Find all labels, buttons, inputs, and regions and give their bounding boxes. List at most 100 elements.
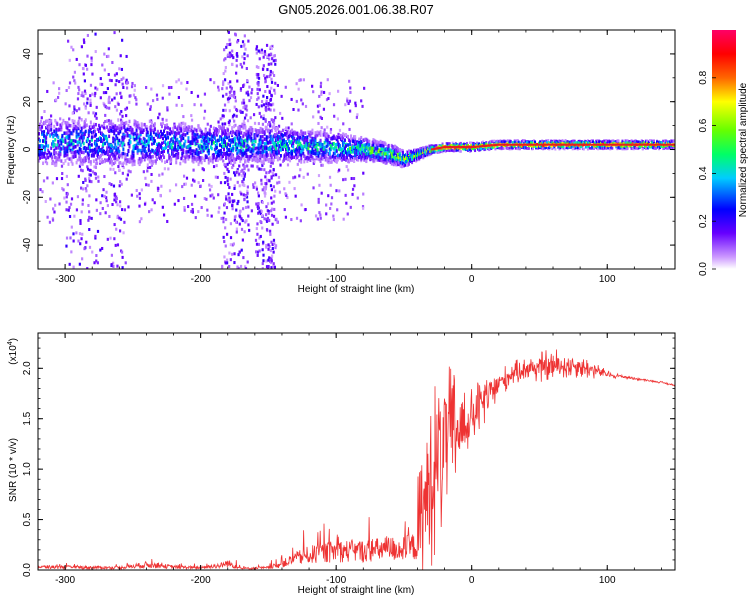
- spectrogram-speckle: [109, 236, 112, 240]
- spectrogram-cell: [64, 140, 67, 144]
- spectrogram-cell: [518, 147, 521, 150]
- spectrogram-cell: [92, 122, 95, 127]
- spectrogram-cell: [80, 158, 83, 162]
- spectrogram-cell: [69, 131, 72, 136]
- spectrogram-cell: [326, 133, 329, 138]
- spectrogram-cell: [344, 155, 347, 160]
- spectrogram-cell: [83, 159, 86, 164]
- spectrogram-cell: [381, 155, 384, 160]
- spectrogram-cell: [368, 139, 371, 144]
- spectrogram-cell: [331, 142, 334, 146]
- spectrogram-cell: [605, 147, 608, 150]
- spectrogram-cell: [379, 152, 382, 156]
- spectrogram-cell: [384, 147, 387, 152]
- spectrogram-cell: [66, 153, 69, 157]
- spectrogram-speckle: [274, 246, 277, 250]
- spectrogram-speckle: [279, 111, 282, 115]
- spectrogram-cell: [384, 142, 387, 146]
- spectrogram-speckle: [260, 104, 263, 108]
- spectrogram-speckle: [113, 223, 116, 227]
- spectrogram-cell: [183, 127, 186, 132]
- spectrogram-cell: [576, 141, 579, 144]
- spectrogram-cell: [254, 158, 257, 163]
- spectrogram-speckle: [108, 214, 111, 218]
- spectrogram-cell: [300, 144, 303, 148]
- spectrogram-speckle: [113, 31, 116, 35]
- spectrogram-cell: [360, 157, 363, 161]
- spectrogram-speckle: [223, 240, 226, 244]
- spectrogram-cell: [372, 143, 375, 147]
- spectrogram-cell: [556, 140, 559, 143]
- spectrogram-cell: [554, 147, 557, 151]
- spectrogram-speckle: [299, 78, 302, 82]
- spectrogram-cell: [240, 149, 243, 154]
- spectrogram-cell: [106, 139, 109, 144]
- spectrogram-cell: [69, 148, 72, 153]
- spectrogram-cell: [376, 143, 379, 147]
- spectrogram-cell: [328, 149, 331, 154]
- spectrogram-speckle: [95, 116, 98, 120]
- spectrogram-cell: [262, 149, 265, 153]
- spectrogram-speckle: [120, 182, 123, 186]
- spectrogram-cell: [47, 155, 50, 160]
- spectrogram-cell: [572, 141, 575, 144]
- spectrogram-cell: [113, 146, 116, 150]
- spectrogram-speckle: [231, 207, 234, 211]
- spectrogram-cell: [111, 144, 114, 149]
- spectrogram-cell: [572, 145, 575, 148]
- spectrogram-cell: [292, 132, 295, 136]
- spectrogram-cell: [392, 162, 395, 167]
- spectrogram-speckle: [93, 261, 96, 265]
- spectrogram-cell: [86, 151, 89, 155]
- spectrogram-cell: [176, 148, 179, 152]
- spectrogram-cell: [139, 138, 142, 142]
- spectrogram-cell: [44, 121, 47, 125]
- spectrogram-cell: [310, 150, 313, 155]
- spectrogram-cell: [144, 125, 147, 129]
- spectrogram-cell: [297, 140, 300, 145]
- spectrogram-speckle: [243, 167, 246, 171]
- spectrogram-cell: [473, 142, 476, 145]
- spectrogram-cell: [242, 148, 245, 153]
- spectrogram-speckle: [271, 102, 275, 106]
- spectrogram-cell: [39, 125, 42, 129]
- spectrogram-cell: [134, 131, 137, 136]
- spectrogram-speckle: [181, 185, 184, 189]
- spectrogram-cell: [279, 133, 282, 137]
- spectrogram-speckle: [91, 170, 95, 174]
- spectrogram-cell: [199, 150, 202, 154]
- spectrogram-cell: [510, 146, 513, 149]
- spectrogram-cell: [200, 160, 203, 165]
- spectrogram-cell: [83, 121, 86, 125]
- spectrogram-cell: [253, 133, 256, 137]
- spectrogram-cell: [191, 131, 194, 136]
- spectrogram-cell: [462, 147, 465, 151]
- spectrogram-cell: [312, 137, 315, 141]
- spectrogram-speckle: [362, 171, 365, 175]
- spectrogram-cell: [210, 134, 213, 139]
- spectrogram-cell: [353, 150, 356, 154]
- spectrogram-speckle: [89, 103, 92, 107]
- spectrogram-cell: [155, 149, 158, 153]
- spectrogram-speckle: [82, 38, 86, 42]
- spectrogram-speckle: [121, 171, 124, 175]
- spectrogram-speckle: [273, 242, 276, 246]
- spectrogram-cell: [243, 140, 246, 144]
- spectrogram-cell: [266, 140, 269, 145]
- spectrogram-cell: [131, 156, 134, 160]
- spectrogram-cell: [216, 138, 219, 143]
- spectrogram-cell: [144, 150, 147, 154]
- spectrogram-cell: [379, 139, 382, 144]
- spectrogram-speckle: [146, 102, 149, 106]
- spectrogram-cell: [336, 142, 339, 146]
- spectrogram-speckle: [272, 262, 275, 266]
- spectrogram-cell: [343, 146, 346, 151]
- spectrogram-cell: [57, 139, 60, 144]
- spectrogram-cell: [64, 151, 67, 155]
- spectrogram-cell: [506, 139, 509, 142]
- spectrogram-cell: [394, 161, 397, 166]
- spectrogram-cell: [414, 157, 417, 162]
- spectrogram-speckle: [262, 259, 265, 263]
- spectrogram-cell: [95, 146, 98, 151]
- spectrogram-speckle: [129, 94, 132, 98]
